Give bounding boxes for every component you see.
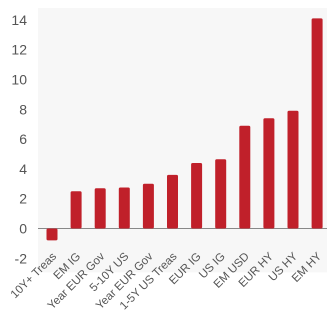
bar <box>239 125 251 229</box>
y-axis: -2 0 2 4 6 8 10 12 14 <box>11 12 27 266</box>
bar-series <box>46 18 323 241</box>
y-tick-label: 14 <box>11 12 27 28</box>
plot-area <box>38 8 327 273</box>
y-tick-label: 12 <box>11 42 27 58</box>
y-tick-label: 10 <box>11 72 27 88</box>
y-tick-label: 8 <box>19 101 27 117</box>
bar <box>142 183 154 229</box>
bar <box>191 162 203 229</box>
bar <box>118 187 130 229</box>
y-tick-label: 0 <box>19 221 27 237</box>
y-tick-label: 4 <box>19 161 27 177</box>
y-tick-label: 6 <box>19 131 27 147</box>
bar <box>70 191 82 229</box>
y-tick-label: -2 <box>15 250 28 266</box>
bar <box>215 159 227 229</box>
bar <box>94 188 106 229</box>
bar <box>46 228 58 241</box>
bar <box>287 110 299 229</box>
bar <box>263 118 275 229</box>
bar <box>167 174 178 229</box>
bar <box>311 18 323 229</box>
y-tick-label: 2 <box>19 191 27 207</box>
